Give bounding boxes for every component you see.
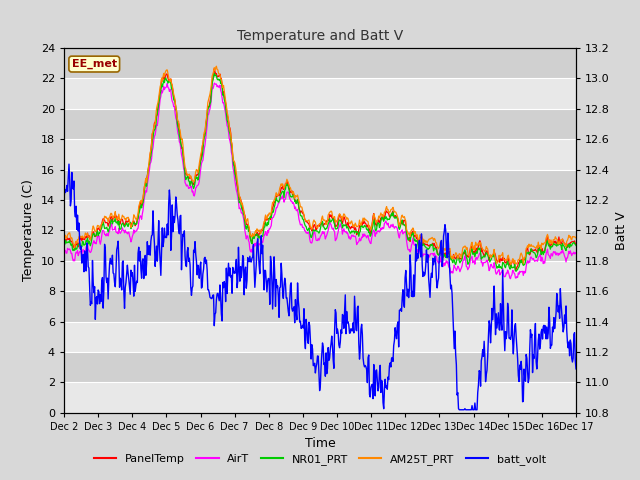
Y-axis label: Temperature (C): Temperature (C) bbox=[22, 180, 35, 281]
Bar bbox=[64, 261, 576, 291]
Bar bbox=[64, 48, 576, 78]
Y-axis label: Batt V: Batt V bbox=[616, 211, 628, 250]
Bar bbox=[64, 230, 576, 261]
X-axis label: Time: Time bbox=[305, 437, 335, 450]
Bar bbox=[64, 383, 576, 413]
Bar bbox=[64, 352, 576, 383]
Bar bbox=[64, 169, 576, 200]
Title: Temperature and Batt V: Temperature and Batt V bbox=[237, 29, 403, 43]
Bar bbox=[64, 78, 576, 109]
Bar bbox=[64, 139, 576, 169]
Text: EE_met: EE_met bbox=[72, 59, 117, 69]
Bar bbox=[64, 109, 576, 139]
Legend: PanelTemp, AirT, NR01_PRT, AM25T_PRT, batt_volt: PanelTemp, AirT, NR01_PRT, AM25T_PRT, ba… bbox=[90, 450, 550, 469]
Bar bbox=[64, 291, 576, 322]
Bar bbox=[64, 322, 576, 352]
Bar bbox=[64, 200, 576, 230]
